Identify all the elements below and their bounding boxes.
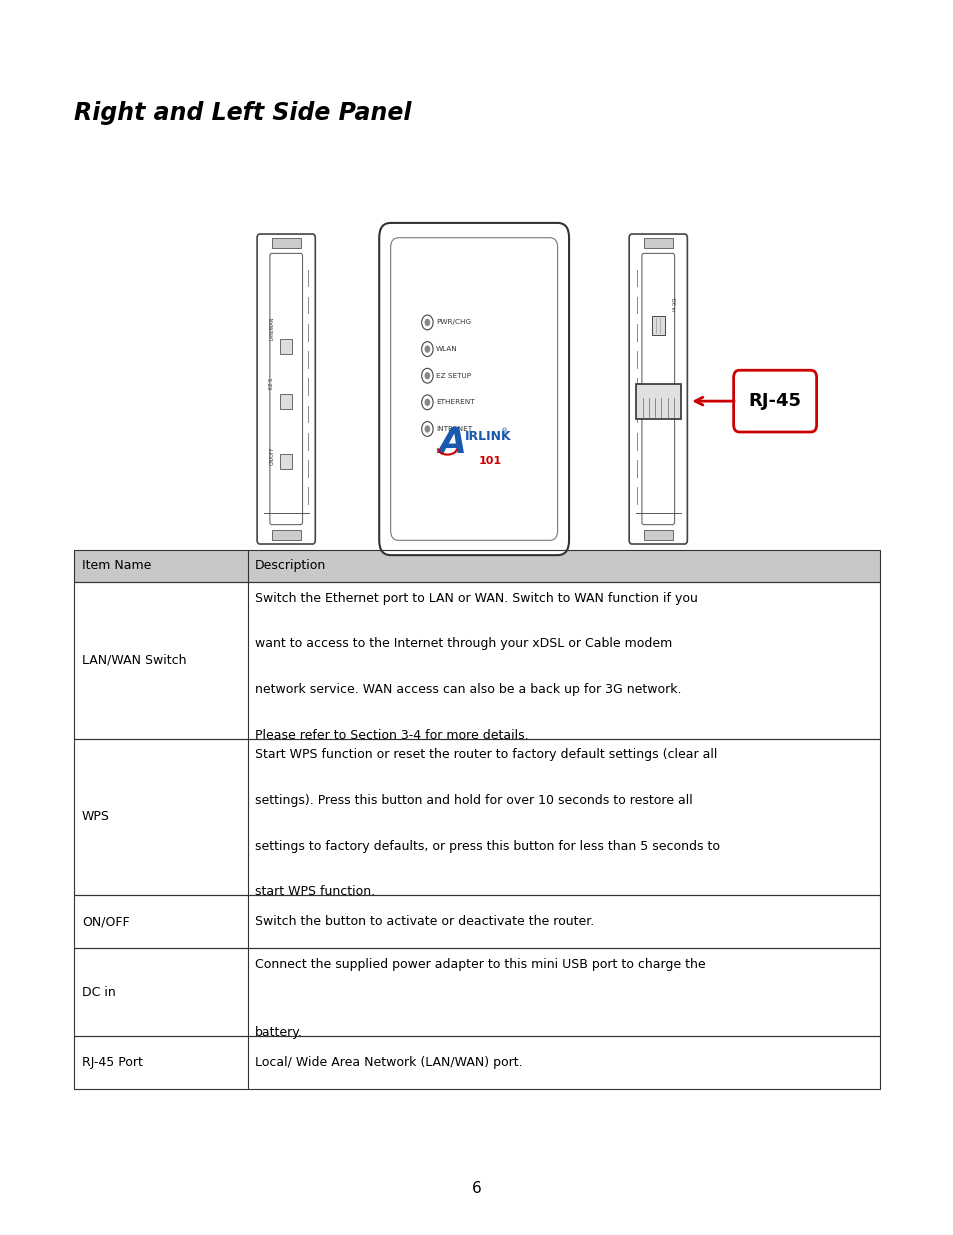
Bar <box>74 739 879 895</box>
Bar <box>74 1036 879 1089</box>
Bar <box>272 237 300 247</box>
Text: Switch the Ethernet port to LAN or WAN. Switch to WAN function if you: Switch the Ethernet port to LAN or WAN. … <box>254 592 698 605</box>
Text: Right and Left Side Panel: Right and Left Side Panel <box>74 101 412 125</box>
Text: Local/ Wide Area Network (LAN/WAN) port.: Local/ Wide Area Network (LAN/WAN) port. <box>254 1056 522 1070</box>
Bar <box>74 895 879 948</box>
Text: EZ S: EZ S <box>269 378 274 389</box>
Bar <box>636 384 679 419</box>
Text: Item Name: Item Name <box>82 559 152 572</box>
Circle shape <box>424 319 430 326</box>
Text: Description: Description <box>254 559 326 572</box>
FancyBboxPatch shape <box>391 237 557 541</box>
Bar <box>643 531 672 541</box>
Circle shape <box>424 425 430 432</box>
FancyBboxPatch shape <box>629 235 686 543</box>
Text: want to access to the Internet through your xDSL or Cable modem: want to access to the Internet through y… <box>254 637 672 651</box>
Circle shape <box>421 395 433 410</box>
Text: A: A <box>437 426 466 461</box>
Bar <box>279 340 293 354</box>
Bar <box>272 531 300 541</box>
FancyBboxPatch shape <box>270 253 302 525</box>
Circle shape <box>421 342 433 357</box>
FancyBboxPatch shape <box>378 224 568 556</box>
Text: network service. WAN access can also be a back up for 3G network.: network service. WAN access can also be … <box>254 683 681 697</box>
Text: RJ-45: RJ-45 <box>748 393 801 410</box>
Bar <box>279 454 293 469</box>
Text: 101: 101 <box>478 456 501 466</box>
Text: LAN/WAN: LAN/WAN <box>269 317 274 340</box>
Bar <box>74 948 879 1036</box>
Bar <box>651 316 664 335</box>
Text: battery.: battery. <box>254 1026 303 1040</box>
Bar <box>74 582 879 739</box>
Bar <box>74 550 879 582</box>
Circle shape <box>424 346 430 353</box>
Text: Switch the button to activate or deactivate the router.: Switch the button to activate or deactiv… <box>254 915 594 929</box>
Text: ®: ® <box>500 429 507 435</box>
Text: INTERNET: INTERNET <box>436 426 472 432</box>
Bar <box>643 237 672 247</box>
Bar <box>74 550 879 582</box>
Text: start WPS function.: start WPS function. <box>254 885 375 899</box>
Text: IRLINK: IRLINK <box>464 430 511 442</box>
Text: Start WPS function or reset the router to factory default settings (clear all: Start WPS function or reset the router t… <box>254 748 717 762</box>
Circle shape <box>424 372 430 379</box>
Text: ON/OFF: ON/OFF <box>269 446 274 464</box>
Text: settings to factory defaults, or press this button for less than 5 seconds to: settings to factory defaults, or press t… <box>254 840 720 853</box>
Text: 6: 6 <box>472 1181 481 1195</box>
Text: WPS: WPS <box>82 810 110 824</box>
Circle shape <box>424 399 430 406</box>
Text: Connect the supplied power adapter to this mini USB port to charge the: Connect the supplied power adapter to th… <box>254 958 705 972</box>
Text: DC in: DC in <box>82 986 115 999</box>
Text: settings). Press this button and hold for over 10 seconds to restore all: settings). Press this button and hold fo… <box>254 794 692 808</box>
Bar <box>279 394 293 409</box>
Text: LAN/WAN Switch: LAN/WAN Switch <box>82 653 187 667</box>
Text: DC in: DC in <box>670 298 675 311</box>
Circle shape <box>421 368 433 383</box>
Text: ON/OFF: ON/OFF <box>82 915 130 929</box>
Text: ETHERENT: ETHERENT <box>436 399 474 405</box>
FancyBboxPatch shape <box>641 253 674 525</box>
FancyBboxPatch shape <box>256 235 314 543</box>
Text: EZ SETUP: EZ SETUP <box>436 373 471 379</box>
Circle shape <box>421 315 433 330</box>
Text: PWR/CHG: PWR/CHG <box>436 320 471 326</box>
Text: WLAN: WLAN <box>436 346 457 352</box>
FancyBboxPatch shape <box>733 370 816 432</box>
Circle shape <box>421 421 433 436</box>
Text: Please refer to Section 3-4 for more details.: Please refer to Section 3-4 for more det… <box>254 729 528 742</box>
Text: RJ-45 Port: RJ-45 Port <box>82 1056 143 1070</box>
